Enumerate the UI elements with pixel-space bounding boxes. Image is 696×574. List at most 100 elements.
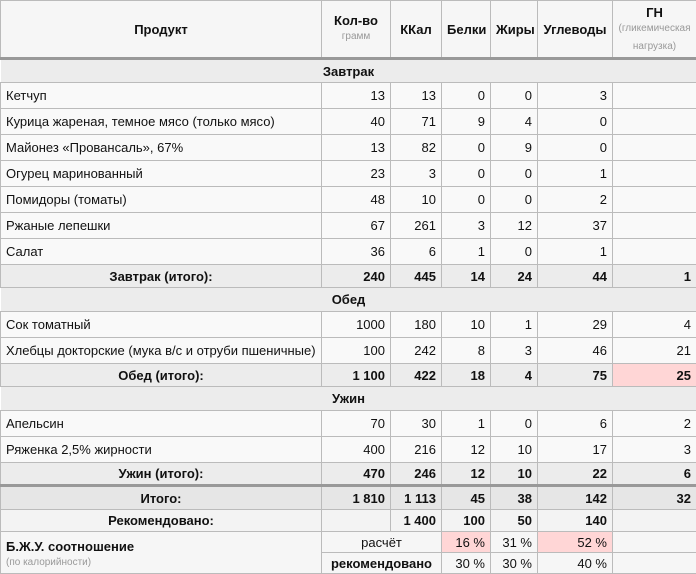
kcal-cell: 30 (391, 411, 442, 437)
gn-grand-total: 32 (613, 486, 696, 510)
protein-cell: 10 (442, 312, 491, 338)
calc-fat: 31 % (491, 532, 538, 553)
gn-note: (гликемическая нагрузка) (618, 20, 691, 56)
calc-protein: 16 % (442, 532, 491, 553)
gn-cell (613, 83, 696, 109)
col-gn: ГН(гликемическая нагрузка) (613, 1, 696, 59)
gn-label: ГН (646, 5, 663, 20)
carbs-cell: 0 (538, 109, 613, 135)
product-name: Апельсин (1, 411, 322, 437)
product-name: Сок томатный (1, 312, 322, 338)
gn-recommended (613, 510, 696, 532)
qty-total: 240 (322, 265, 391, 288)
subtotal-label: Завтрак (итого): (1, 265, 322, 288)
protein-cell: 1 (442, 239, 491, 265)
kcal-cell: 6 (391, 239, 442, 265)
protein-total: 12 (442, 463, 491, 486)
fat-cell: 0 (491, 411, 538, 437)
product-name: Помидоры (томаты) (1, 187, 322, 213)
recommended-p: 100 (442, 510, 491, 532)
kcal-cell: 261 (391, 213, 442, 239)
rec-protein: 30 % (442, 553, 491, 574)
section-title: Ужин (1, 387, 696, 411)
carbs-cell: 2 (538, 187, 613, 213)
gn-cell (613, 213, 696, 239)
subtotal-label: Обед (итого): (1, 364, 322, 387)
carbs-cell: 0 (538, 135, 613, 161)
col-protein: Белки (442, 1, 491, 59)
col-carbs: Углеводы (538, 1, 613, 59)
kcal-total: 445 (391, 265, 442, 288)
fat-grand-total: 38 (491, 486, 538, 510)
gn-cell (613, 109, 696, 135)
grand-total-label: Итого: (1, 486, 322, 510)
qty-grand-total: 1 810 (322, 486, 391, 510)
product-name: Кетчуп (1, 83, 322, 109)
protein-cell: 0 (442, 83, 491, 109)
table-row: Хлебцы докторские (мука в/с и отруби пше… (1, 338, 696, 364)
col-product: Продукт (1, 1, 322, 59)
protein-cell: 0 (442, 187, 491, 213)
fat-cell: 0 (491, 161, 538, 187)
product-name: Ржаные лепешки (1, 213, 322, 239)
qty-label: Кол-во (334, 13, 378, 28)
protein-cell: 3 (442, 213, 491, 239)
protein-grand-total: 45 (442, 486, 491, 510)
qty-cell: 400 (322, 437, 391, 463)
recommended-label: Рекомендовано: (1, 510, 322, 532)
col-kcal: ККал (391, 1, 442, 59)
rec-label: рекомендовано (322, 553, 442, 574)
protein-total: 14 (442, 265, 491, 288)
kcal-cell: 71 (391, 109, 442, 135)
ratio-label: Б.Ж.У. соотношение (6, 537, 316, 557)
qty-cell: 48 (322, 187, 391, 213)
rec-fat: 30 % (491, 553, 538, 574)
calc-carbs: 52 % (538, 532, 613, 553)
qty-cell: 70 (322, 411, 391, 437)
calc-empty (613, 532, 696, 553)
gn-cell (613, 135, 696, 161)
fat-cell: 10 (491, 437, 538, 463)
fat-cell: 12 (491, 213, 538, 239)
product-name: Хлебцы докторские (мука в/с и отруби пше… (1, 338, 322, 364)
recommended-kcal: 1 400 (391, 510, 442, 532)
kcal-cell: 180 (391, 312, 442, 338)
gn-total: 6 (613, 463, 696, 486)
section-header: Обед (1, 288, 696, 312)
gn-cell: 3 (613, 437, 696, 463)
qty-total: 1 100 (322, 364, 391, 387)
qty-cell: 1000 (322, 312, 391, 338)
fat-cell: 3 (491, 338, 538, 364)
protein-cell: 8 (442, 338, 491, 364)
calc-label: расчёт (322, 532, 442, 553)
qty-cell: 67 (322, 213, 391, 239)
gn-total: 25 (613, 364, 696, 387)
fat-cell: 0 (491, 187, 538, 213)
kcal-cell: 3 (391, 161, 442, 187)
gn-cell: 21 (613, 338, 696, 364)
subtotal-label: Ужин (итого): (1, 463, 322, 486)
gn-total: 1 (613, 265, 696, 288)
recommended-c: 140 (538, 510, 613, 532)
qty-cell: 13 (322, 135, 391, 161)
gn-cell (613, 161, 696, 187)
carbs-total: 75 (538, 364, 613, 387)
section-title: Завтрак (1, 59, 696, 83)
carbs-cell: 1 (538, 239, 613, 265)
section-header: Завтрак (1, 59, 696, 83)
qty-cell: 23 (322, 161, 391, 187)
qty-cell: 13 (322, 83, 391, 109)
fat-total: 4 (491, 364, 538, 387)
carbs-cell: 37 (538, 213, 613, 239)
rec-empty (613, 553, 696, 574)
